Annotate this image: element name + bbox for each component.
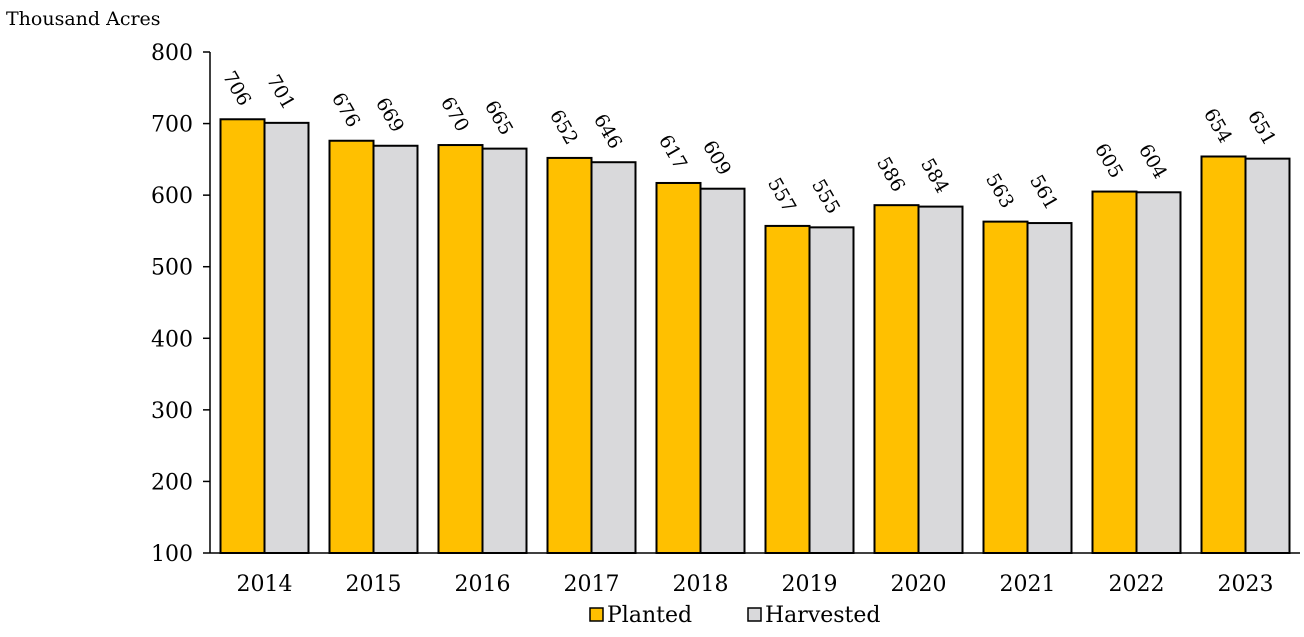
x-tick-label: 2021 <box>1000 572 1056 597</box>
bars <box>219 118 1291 555</box>
y-tick-label: 800 <box>151 41 193 66</box>
bar-harvested-2015 <box>372 144 419 554</box>
data-label: 563 <box>981 170 1018 212</box>
y-tick-label: 600 <box>151 184 193 209</box>
bar-planted-2019 <box>764 224 811 554</box>
legend-swatch-planted <box>589 607 604 622</box>
x-tick-label: 2017 <box>564 572 620 597</box>
data-label: 669 <box>371 94 408 136</box>
x-tick-label: 2022 <box>1109 572 1165 597</box>
data-label: 604 <box>1134 140 1171 182</box>
y-tick-label: 700 <box>151 113 193 138</box>
x-axis: 2014 2015 2016 2017 2018 2019 2020 2021 2022 2023 <box>210 552 1300 597</box>
bar-harvested-2018 <box>699 187 746 555</box>
y-tick-label: 500 <box>151 256 193 281</box>
data-label: 557 <box>763 174 800 216</box>
data-label: 670 <box>436 93 473 135</box>
bar-harvested-2014 <box>263 121 310 554</box>
bar-harvested-2019 <box>808 226 855 554</box>
x-tick-label: 2019 <box>782 572 838 597</box>
y-axis-unit-label: Thousand Acres <box>6 8 161 30</box>
bar-planted-2017 <box>546 156 593 554</box>
data-label: 676 <box>327 89 364 131</box>
data-label: 665 <box>480 97 517 139</box>
y-tick-label: 400 <box>151 327 193 352</box>
bar-harvested-2021 <box>1026 222 1073 554</box>
data-label: 555 <box>807 175 844 217</box>
x-tick-label: 2023 <box>1218 572 1274 597</box>
bar-harvested-2022 <box>1135 191 1182 554</box>
data-label: 586 <box>872 153 909 195</box>
legend: Planted Harvested <box>589 603 881 628</box>
x-tick-label: 2018 <box>673 572 729 597</box>
data-label: 652 <box>545 106 582 148</box>
bar-harvested-2017 <box>590 161 637 554</box>
y-tick-label: 100 <box>151 542 193 567</box>
data-label: 561 <box>1025 171 1062 213</box>
y-tick-label: 300 <box>151 399 193 424</box>
bar-planted-2022 <box>1091 190 1138 554</box>
data-label: 646 <box>589 110 626 152</box>
bar-planted-2016 <box>437 144 484 555</box>
x-tick-label: 2016 <box>455 572 511 597</box>
bar-harvested-2020 <box>917 205 964 554</box>
data-label: 701 <box>262 71 299 113</box>
data-label: 706 <box>218 67 255 109</box>
data-label: 617 <box>654 131 691 173</box>
bar-harvested-2016 <box>481 147 528 554</box>
bar-planted-2018 <box>655 181 702 554</box>
bar-harvested-2023 <box>1244 157 1291 555</box>
legend-swatch-harvested <box>747 607 762 622</box>
x-tick-label: 2014 <box>237 572 293 597</box>
bar-planted-2014 <box>219 118 266 555</box>
data-label: 605 <box>1090 140 1127 182</box>
y-tick-label: 200 <box>151 470 193 495</box>
x-tick-label: 2015 <box>346 572 402 597</box>
data-label: 651 <box>1243 107 1280 149</box>
data-label: 609 <box>698 137 735 179</box>
legend-label-planted: Planted <box>607 603 692 628</box>
x-tick-label: 2020 <box>891 572 947 597</box>
data-label: 584 <box>916 155 953 197</box>
bar-planted-2020 <box>873 204 920 554</box>
legend-label-harvested: Harvested <box>765 603 881 628</box>
bar-planted-2021 <box>982 220 1029 554</box>
bar-planted-2023 <box>1200 155 1247 554</box>
y-axis: 100 200 300 400 500 600 700 800 <box>151 41 211 567</box>
bar-planted-2015 <box>328 139 375 554</box>
data-label: 654 <box>1199 105 1236 147</box>
